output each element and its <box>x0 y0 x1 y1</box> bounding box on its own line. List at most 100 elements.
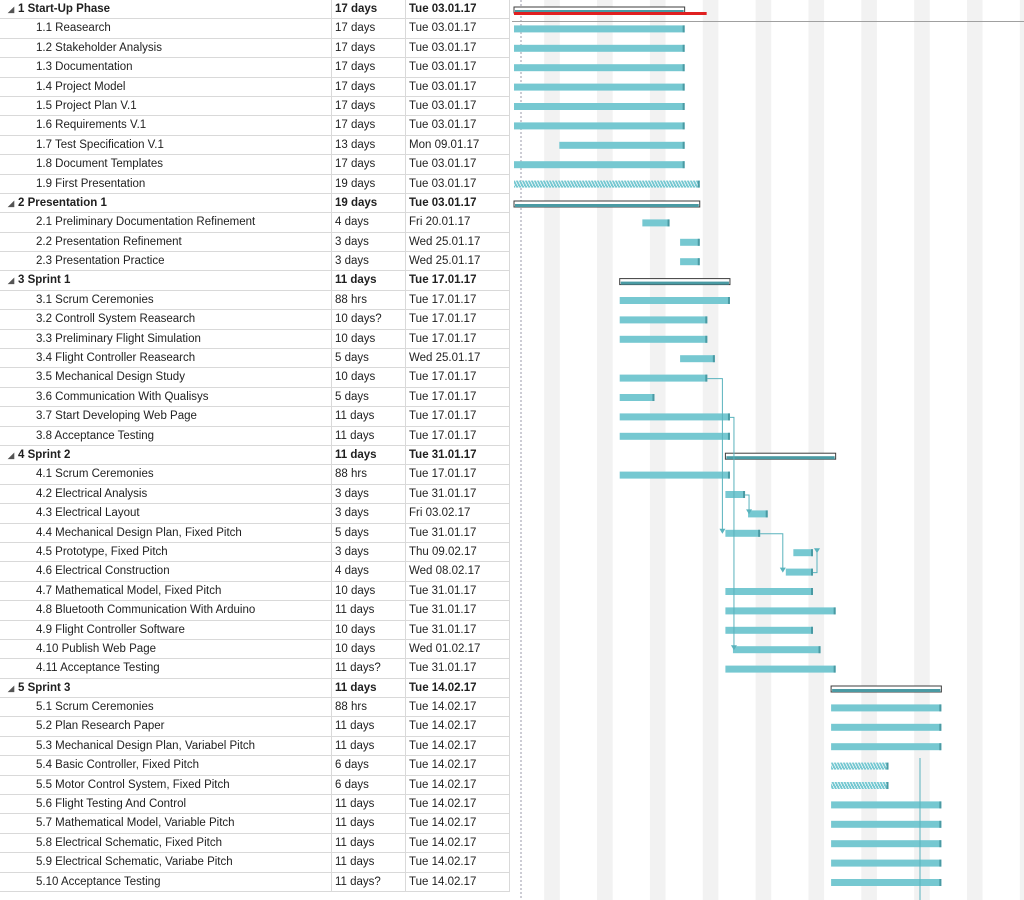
task-duration-cell[interactable]: 13 days <box>332 135 406 155</box>
task-name-cell[interactable]: 1.6 Requirements V.1 <box>0 116 332 135</box>
task-start-cell[interactable]: Fri 03.02.17 <box>406 504 510 523</box>
task-name-cell[interactable]: 3.2 Controll System Reasearch <box>0 310 332 329</box>
task-row[interactable]: 4.9 Flight Controller Software 10 days Tue… <box>0 620 510 640</box>
task-duration-cell[interactable]: 6 days <box>332 775 406 795</box>
task-duration-cell[interactable]: 10 days <box>332 581 406 601</box>
task-name-cell[interactable]: 1.4 Project Model <box>0 77 332 96</box>
task-start-cell[interactable]: Tue 03.01.17 <box>406 38 510 58</box>
task-name-cell[interactable]: 3.8 Acceptance Testing <box>0 426 332 445</box>
task-duration-cell[interactable]: 3 days <box>332 484 406 504</box>
task-duration-cell[interactable]: 11 days <box>332 601 406 620</box>
task-name-cell[interactable]: 4.4 Mechanical Design Plan, Fixed Pitch <box>0 523 332 542</box>
task-start-cell[interactable]: Tue 17.01.17 <box>406 290 510 310</box>
task-start-cell[interactable]: Tue 03.01.17 <box>406 155 510 174</box>
task-name-cell[interactable]: ◢ 5 Sprint 3 <box>0 678 332 698</box>
task-row[interactable]: 4.3 Electrical Layout 3 days Fri 03.02.17 <box>0 504 510 524</box>
task-row[interactable]: 3.1 Scrum Ceremonies 88 hrs Tue 17.01.17 <box>0 290 510 311</box>
task-start-cell[interactable]: Thu 09.02.17 <box>406 542 510 562</box>
summary-task-row[interactable]: ◢ 5 Sprint 3 11 days Tue 14.02.17 <box>0 678 510 699</box>
task-start-cell[interactable]: Tue 17.01.17 <box>406 368 510 387</box>
task-row[interactable]: 5.9 Electrical Schematic, Variabe Pitch 1… <box>0 853 510 873</box>
task-name-cell[interactable]: 4.1 Scrum Ceremonies <box>0 465 332 484</box>
task-start-cell[interactable]: Tue 03.01.17 <box>406 77 510 96</box>
task-row[interactable]: 1.2 Stakeholder Analysis 17 days Tue 03.01… <box>0 38 510 59</box>
task-start-cell[interactable]: Tue 31.01.17 <box>406 601 510 620</box>
task-row[interactable]: 5.4 Basic Controller, Fixed Pitch 6 days T… <box>0 756 510 776</box>
task-duration-cell[interactable]: 19 days <box>332 193 406 213</box>
task-name-cell[interactable]: 3.6 Communication With Qualisys <box>0 387 332 407</box>
task-row[interactable]: 5.5 Motor Control System, Fixed Pitch 6 d… <box>0 775 510 796</box>
task-start-cell[interactable]: Mon 09.01.17 <box>406 135 510 155</box>
task-name-cell[interactable]: 4.8 Bluetooth Communication With Arduino <box>0 601 332 620</box>
task-start-cell[interactable]: Tue 31.01.17 <box>406 523 510 542</box>
task-start-cell[interactable]: Tue 14.02.17 <box>406 853 510 872</box>
task-name-cell[interactable]: ◢ 3 Sprint 1 <box>0 271 332 290</box>
collapse-toggle-icon[interactable]: ◢ <box>8 198 15 208</box>
task-start-cell[interactable]: Wed 25.01.17 <box>406 252 510 271</box>
task-name-cell[interactable]: 2.1 Preliminary Documentation Refinement <box>0 213 332 232</box>
task-duration-cell[interactable]: 10 days? <box>332 310 406 329</box>
task-row[interactable]: 1.7 Test Specification V.1 13 days Mon 09.… <box>0 135 510 156</box>
task-duration-cell[interactable]: 11 days <box>332 833 406 853</box>
task-duration-cell[interactable]: 11 days <box>332 407 406 426</box>
task-duration-cell[interactable]: 88 hrs <box>332 698 406 717</box>
task-row[interactable]: 3.7 Start Developing Web Page 11 days Tue … <box>0 407 510 427</box>
collapse-toggle-icon[interactable]: ◢ <box>8 450 15 460</box>
task-row[interactable]: 5.2 Plan Research Paper 11 days Tue 14.02.… <box>0 717 510 737</box>
task-row[interactable]: 1.1 Reasearch 17 days Tue 03.01.17 <box>0 19 510 39</box>
task-start-cell[interactable]: Wed 25.01.17 <box>406 232 510 252</box>
task-row[interactable]: 2.3 Presentation Practice 3 days Wed 25.01… <box>0 252 510 272</box>
task-start-cell[interactable]: Tue 14.02.17 <box>406 775 510 795</box>
task-row[interactable]: 3.4 Flight Controller Reasearch 5 days Wed… <box>0 349 510 369</box>
task-name-cell[interactable]: 5.10 Acceptance Testing <box>0 872 332 891</box>
task-row[interactable]: 5.6 Flight Testing And Control 11 days Tue… <box>0 795 510 815</box>
task-row[interactable]: 5.3 Mechanical Design Plan, Variabel Pit… <box>0 736 510 757</box>
task-name-cell[interactable]: 5.3 Mechanical Design Plan, Variabel Pit… <box>0 736 332 756</box>
task-row[interactable]: 1.4 Project Model 17 days Tue 03.01.17 <box>0 77 510 97</box>
task-row[interactable]: 4.1 Scrum Ceremonies 88 hrs Tue 17.01.17 <box>0 465 510 485</box>
task-row[interactable]: 4.6 Electrical Construction 4 days Wed 08.… <box>0 562 510 582</box>
task-duration-cell[interactable]: 11 days <box>332 814 406 833</box>
task-start-cell[interactable]: Tue 03.01.17 <box>406 193 510 213</box>
task-name-cell[interactable]: 5.8 Electrical Schematic, Fixed Pitch <box>0 833 332 853</box>
task-duration-cell[interactable]: 17 days <box>332 58 406 77</box>
task-start-cell[interactable]: Tue 31.01.17 <box>406 620 510 639</box>
task-row[interactable]: 1.6 Requirements V.1 17 days Tue 03.01.17 <box>0 116 510 136</box>
task-start-cell[interactable]: Tue 03.01.17 <box>406 0 510 19</box>
task-name-cell[interactable]: 2.3 Presentation Practice <box>0 252 332 271</box>
task-row[interactable]: 4.5 Prototype, Fixed Pitch 3 days Thu 09.0… <box>0 542 510 563</box>
task-name-cell[interactable]: 4.6 Electrical Construction <box>0 562 332 581</box>
task-start-cell[interactable]: Tue 31.01.17 <box>406 445 510 465</box>
task-name-cell[interactable]: 4.3 Electrical Layout <box>0 504 332 523</box>
task-start-cell[interactable]: Tue 14.02.17 <box>406 698 510 717</box>
task-row[interactable]: 3.5 Mechanical Design Study 10 days Tue 17… <box>0 368 510 388</box>
task-name-cell[interactable]: 1.7 Test Specification V.1 <box>0 135 332 155</box>
task-name-cell[interactable]: ◢ 4 Sprint 2 <box>0 445 332 465</box>
task-start-cell[interactable]: Wed 25.01.17 <box>406 349 510 368</box>
task-start-cell[interactable]: Tue 14.02.17 <box>406 756 510 775</box>
task-start-cell[interactable]: Tue 03.01.17 <box>406 58 510 77</box>
task-duration-cell[interactable]: 17 days <box>332 38 406 58</box>
task-start-cell[interactable]: Tue 17.01.17 <box>406 310 510 329</box>
task-name-cell[interactable]: 4.5 Prototype, Fixed Pitch <box>0 542 332 562</box>
task-name-cell[interactable]: 4.2 Electrical Analysis <box>0 484 332 504</box>
task-start-cell[interactable]: Tue 17.01.17 <box>406 387 510 407</box>
task-row[interactable]: 3.3 Preliminary Flight Simulation 10 days… <box>0 329 510 350</box>
task-duration-cell[interactable]: 10 days <box>332 620 406 639</box>
task-name-cell[interactable]: 3.5 Mechanical Design Study <box>0 368 332 387</box>
task-duration-cell[interactable]: 17 days <box>332 155 406 174</box>
task-duration-cell[interactable]: 10 days <box>332 639 406 659</box>
task-row[interactable]: 5.7 Mathematical Model, Variable Pitch 11… <box>0 814 510 834</box>
collapse-toggle-icon[interactable]: ◢ <box>8 5 15 14</box>
task-row[interactable]: 1.9 First Presentation 19 days Tue 03.01.1… <box>0 174 510 194</box>
task-start-cell[interactable]: Wed 01.02.17 <box>406 639 510 659</box>
collapse-toggle-icon[interactable]: ◢ <box>8 276 15 286</box>
task-start-cell[interactable]: Tue 03.01.17 <box>406 96 510 116</box>
task-name-cell[interactable]: 5.2 Plan Research Paper <box>0 717 332 736</box>
task-row[interactable]: 5.1 Scrum Ceremonies 88 hrs Tue 14.02.17 <box>0 698 510 718</box>
task-duration-cell[interactable]: 11 days? <box>332 659 406 678</box>
task-start-cell[interactable]: Tue 31.01.17 <box>406 581 510 601</box>
task-name-cell[interactable]: 1.2 Stakeholder Analysis <box>0 38 332 58</box>
task-start-cell[interactable]: Tue 14.02.17 <box>406 678 510 698</box>
task-row[interactable]: 5.10 Acceptance Testing 11 days? Tue 14.02… <box>0 872 510 892</box>
